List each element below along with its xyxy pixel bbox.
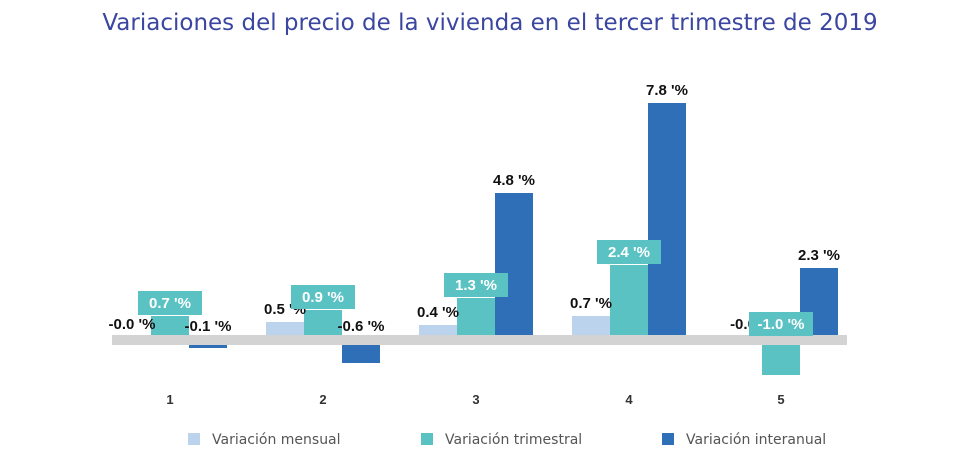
data-label-3-1: -0.1 '%	[185, 318, 232, 335]
legend: Variación mensual Variación trimestral Var…	[188, 432, 826, 448]
data-label-2-2: 0.9 '%	[302, 289, 344, 306]
bar-3-3	[495, 193, 533, 337]
data-label-1-3: 0.4 '%	[417, 304, 459, 321]
data-label-3-3: 4.8 '%	[493, 172, 535, 189]
bar-3-2	[342, 345, 380, 363]
label-box-2	[291, 285, 355, 309]
data-label-2-5: -1.0 '%	[758, 316, 805, 333]
category-label-4: 4	[625, 392, 633, 407]
bar-2-1	[151, 316, 189, 337]
category-labels-layer: 1 2 3 4 5	[166, 392, 784, 407]
bar-3-1	[189, 345, 227, 348]
data-label-3-5: 2.3 '%	[798, 247, 840, 264]
data-label-1-1: -0.0 '%	[109, 316, 156, 333]
zero-baseline	[112, 335, 847, 345]
label-box-5	[749, 312, 813, 336]
legend-label-2: Variación trimestral	[445, 432, 582, 448]
data-labels-layer: -0.0 '%0.5 '% 0.4 '%0.7 '%-0.00.7 '% 0.9 '…	[109, 82, 840, 336]
bar-1-4	[572, 316, 610, 337]
category-label-3: 3	[472, 392, 479, 407]
data-label-2-1: 0.7 '%	[149, 295, 191, 312]
legend-swatch-2	[421, 433, 433, 445]
bar-2-5	[762, 345, 800, 375]
legend-label-3: Variación interanual	[686, 432, 826, 448]
legend-swatch-3	[662, 433, 674, 445]
category-label-1: 1	[166, 392, 173, 407]
data-label-3-2: -0.6 '%	[338, 318, 385, 335]
label-box-3	[444, 273, 508, 297]
label-box-4	[597, 240, 661, 264]
legend-label-1: Variación mensual	[212, 432, 341, 448]
label-box-1	[138, 291, 202, 315]
data-label-2-4: 2.4 '%	[608, 244, 650, 261]
bar-1-2	[266, 322, 304, 337]
category-label-5: 5	[777, 392, 784, 407]
bar-1-3	[419, 325, 457, 337]
category-label-2: 2	[319, 392, 326, 407]
bars-layer	[151, 103, 838, 375]
chart-title: Variaciones del precio de la vivienda en…	[102, 10, 878, 36]
data-label-3-4: 7.8 '%	[646, 82, 688, 99]
legend-swatch-1	[188, 433, 200, 445]
data-label-2-3: 1.3 '%	[455, 277, 497, 294]
bar-2-3	[457, 298, 495, 337]
bar-3-4	[648, 103, 686, 337]
bar-2-4	[610, 265, 648, 337]
bar-2-2	[304, 310, 342, 337]
data-label-1-4: 0.7 '%	[570, 295, 612, 312]
